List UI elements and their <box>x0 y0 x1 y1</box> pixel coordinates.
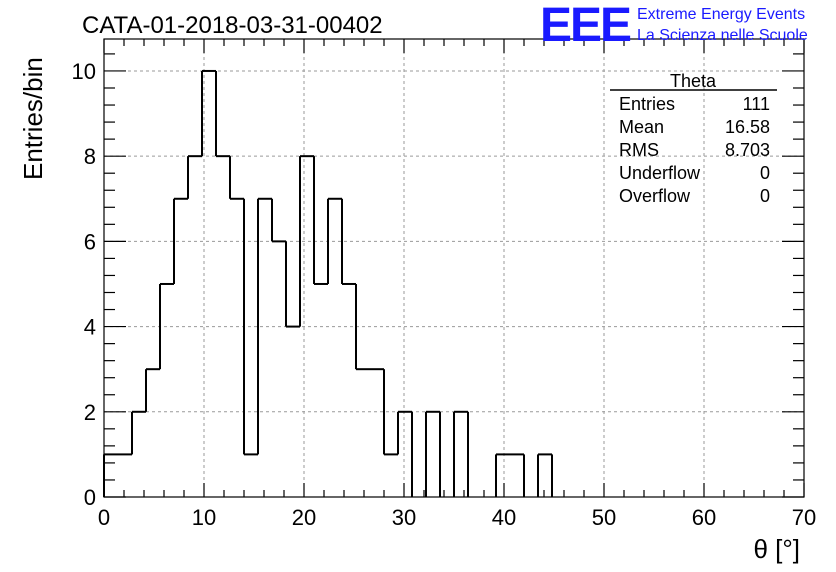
logo-line-2: La Scienza nelle Scuole <box>637 27 808 44</box>
histogram-bars <box>103 69 553 497</box>
stats-rows: Entries 111 Mean 16.58 RMS 8.703 Underflow 0 Ove… <box>619 94 770 206</box>
stats-row-label: Entries <box>619 94 675 114</box>
y-tick-label: 6 <box>84 229 96 254</box>
stats-row-value: 8.703 <box>725 140 770 160</box>
x-tick-label: 20 <box>292 505 316 530</box>
x-tick-label: 40 <box>492 505 516 530</box>
x-tick-label: 30 <box>392 505 416 530</box>
logo-line-1: Extreme Energy Events <box>637 6 805 23</box>
stats-row-label: Overflow <box>619 186 691 206</box>
y-tick-label: 10 <box>72 59 96 84</box>
stats-box: Theta Entries 111 Mean 16.58 RMS 8.703 Underfl… <box>610 71 777 206</box>
stats-box-title: Theta <box>670 71 717 91</box>
eee-logo-mark: EEE <box>540 0 631 52</box>
stats-row-value: 111 <box>743 94 770 114</box>
stats-row-value: 0 <box>760 186 770 206</box>
y-tick-label: 0 <box>84 485 96 510</box>
axis-ticks <box>103 39 805 498</box>
y-tick-labels: 0 2 4 6 8 10 <box>72 59 96 510</box>
y-tick-label: 4 <box>84 315 96 340</box>
stats-row-value: 16.58 <box>725 117 770 137</box>
x-tick-labels: 0 10 20 30 40 50 60 70 <box>98 505 816 530</box>
x-tick-label: 50 <box>592 505 616 530</box>
stats-row-value: 0 <box>760 163 770 183</box>
y-tick-label: 2 <box>84 400 96 425</box>
x-axis-label: θ [°] <box>753 534 800 564</box>
stats-row-label: RMS <box>619 140 659 160</box>
chart-title: CATA-01-2018-03-31-00402 <box>82 12 383 39</box>
y-axis-label: Entries/bin <box>18 57 48 180</box>
x-tick-label: 60 <box>692 505 716 530</box>
stats-row-label: Underflow <box>619 163 701 183</box>
y-tick-label: 8 <box>84 144 96 169</box>
x-tick-label: 0 <box>98 505 110 530</box>
stats-row-label: Mean <box>619 117 664 137</box>
plot-frame <box>103 38 805 498</box>
eee-logo: EEE Extreme Energy Events La Scienza nel… <box>540 0 808 52</box>
x-tick-label: 10 <box>192 505 216 530</box>
x-tick-label: 70 <box>792 505 816 530</box>
